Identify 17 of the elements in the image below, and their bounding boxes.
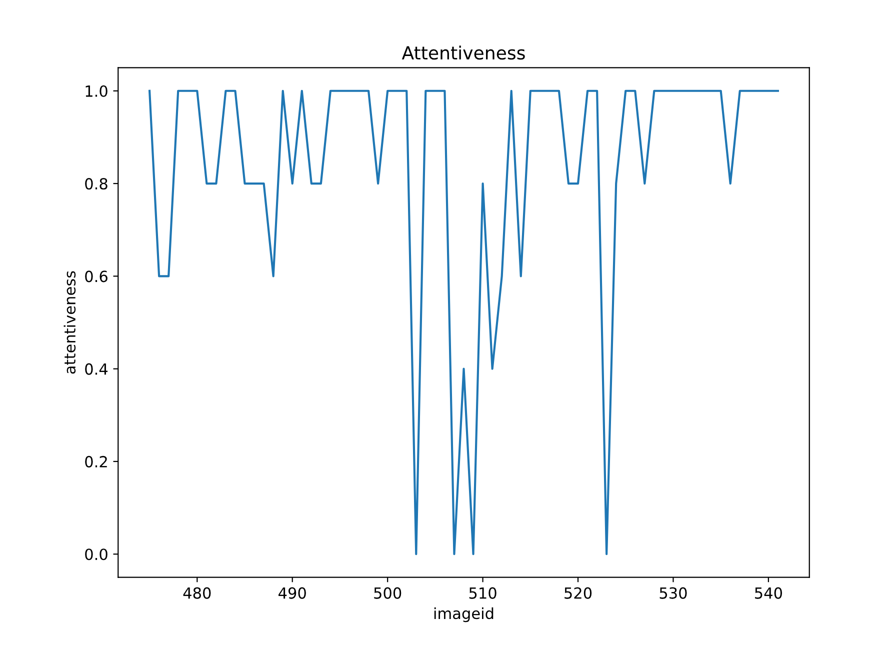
y-tick-label: 0.4 — [85, 363, 108, 375]
y-tick-label: 0.2 — [85, 456, 107, 468]
y-axis-title: attentiveness — [64, 271, 76, 374]
y-tick-label: 0.6 — [85, 270, 108, 282]
x-tick-label: 510 — [469, 587, 496, 599]
x-tick-label: 540 — [755, 587, 782, 599]
x-tick-label: 530 — [660, 587, 687, 599]
x-tick-label: 520 — [564, 587, 592, 599]
x-tick-label: 480 — [183, 587, 211, 599]
x-axis-title: imageid — [434, 607, 494, 622]
x-tick-label: 490 — [278, 587, 306, 599]
x-tick-label: 500 — [374, 587, 402, 599]
y-tick-label: 0.8 — [85, 178, 108, 190]
y-tick-label: 1.0 — [86, 85, 108, 97]
chart-title: Attentiveness — [402, 46, 525, 60]
y-tick-label: 0.0 — [85, 548, 108, 560]
line-series — [148, 90, 779, 556]
